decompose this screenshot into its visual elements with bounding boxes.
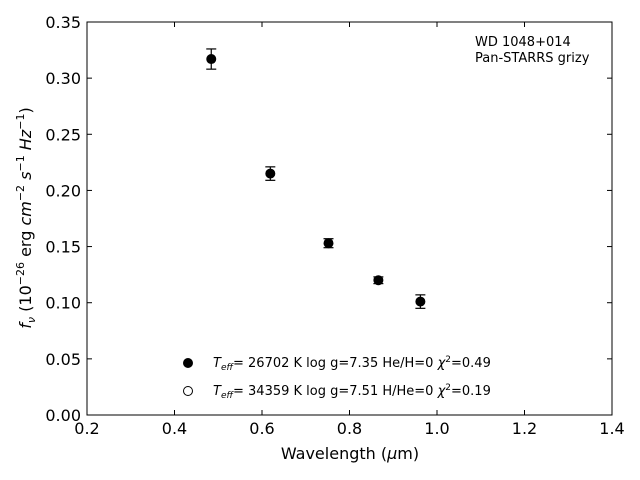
annotation-survey-name: Pan-STARRS grizy xyxy=(475,51,590,66)
y-tick-label: 0.20 xyxy=(45,181,81,200)
x-tick-label: 1.4 xyxy=(599,419,624,438)
x-axis-label: Wavelength (μm) xyxy=(281,444,419,463)
legend-entry-2: Teff= 34359 K log g=7.51 H/He=0 χ2=0.19 xyxy=(213,383,491,401)
annotation-object-name: WD 1048+014 xyxy=(475,35,571,50)
y-axis-label: fν (10−26 erg cm−2 s−1 Hz−1) xyxy=(14,107,38,328)
y-tick-label: 0.25 xyxy=(45,125,81,144)
x-tick-label: 0.4 xyxy=(162,419,187,438)
data-point-series-1 xyxy=(323,238,334,249)
legend-entry-1: Teff= 26702 K log g=7.35 He/H=0 χ2=0.49 xyxy=(213,355,491,373)
data-point-series-1 xyxy=(206,54,217,65)
legend: Teff= 26702 K log g=7.35 He/H=0 χ2=0.49 … xyxy=(183,355,491,401)
x-tick-label: 1.2 xyxy=(512,419,537,438)
y-tick-label: 0.30 xyxy=(45,69,81,88)
y-tick-label: 0.15 xyxy=(45,238,81,257)
x-tick-label: 0.6 xyxy=(249,419,274,438)
data-point-series-1 xyxy=(265,168,276,179)
x-tick-label: 1.0 xyxy=(424,419,449,438)
data-layer xyxy=(206,48,426,309)
y-tick-label: 0.00 xyxy=(45,406,81,425)
x-tick-label: 0.8 xyxy=(337,419,362,438)
legend-marker-open xyxy=(183,386,193,396)
y-tick-label: 0.35 xyxy=(45,13,81,32)
y-tick-label: 0.10 xyxy=(45,294,81,313)
data-point-series-1 xyxy=(373,275,384,286)
axis-ticks: 0.2 0.4 0.6 0.8 1.0 1.2 1.4 0.00 0.05 0.10 0.15 0.2… xyxy=(45,13,624,438)
x-tick-label: 0.2 xyxy=(74,419,99,438)
legend-marker-filled xyxy=(183,358,193,368)
y-tick-label: 0.05 xyxy=(45,350,81,369)
data-point-series-1 xyxy=(415,296,426,307)
